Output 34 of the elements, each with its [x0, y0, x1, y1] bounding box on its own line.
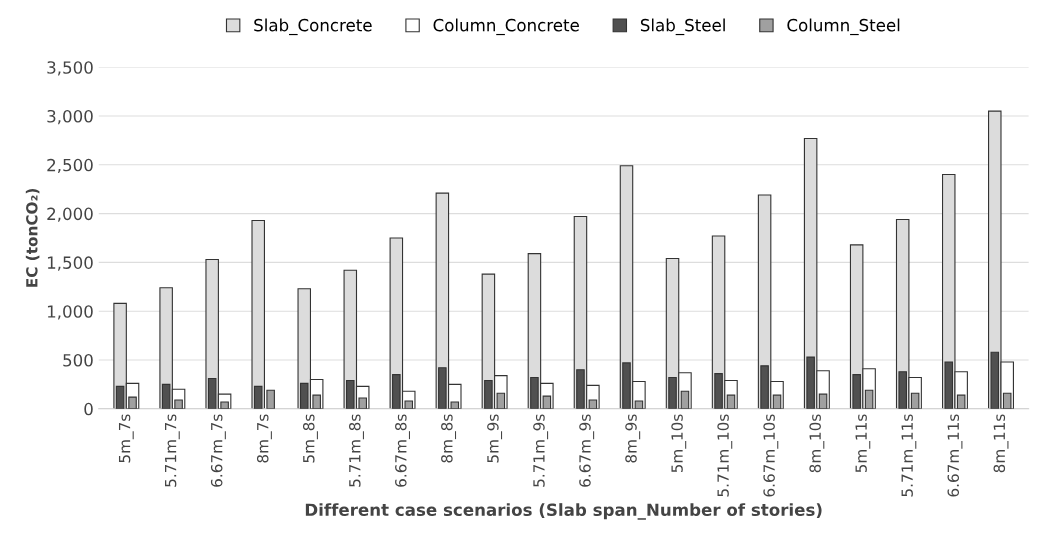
- x-tick-label: 5.71m_11s: [901, 414, 917, 497]
- y-axis-title: EC (tonCO₂): [25, 189, 40, 287]
- y-tick-label: 2,000: [47, 207, 93, 222]
- legend-label: Column_Steel: [787, 18, 900, 36]
- x-tick-label: 5m_11s: [855, 414, 871, 473]
- y-tick-label: 500: [63, 353, 93, 367]
- y-tick-label: 1,500: [47, 256, 93, 271]
- x-tick-label: 5.71m_7s: [165, 414, 180, 487]
- x-tick-label: 8m_8s: [441, 414, 457, 463]
- x-tick-label: 8m_9s: [625, 414, 641, 463]
- x-tick-label: 5m_9s: [487, 414, 503, 463]
- x-tick-label: 8m_7s: [256, 414, 272, 463]
- y-tick-label: 1,000: [47, 305, 93, 320]
- y-tick-label: 0: [84, 402, 93, 416]
- x-axis-title: Different case scenarios (Slab span_Number of stories): [305, 503, 822, 520]
- x-tick-label: 8m_10s: [809, 414, 825, 473]
- x-tick-label: 6.67m_9s: [579, 414, 595, 487]
- x-tick-label: 8m_11s: [993, 414, 1009, 473]
- x-tick-label: 5m_7s: [118, 414, 134, 463]
- x-tick-label: 5m_8s: [302, 414, 318, 463]
- y-tick-label: 2,500: [47, 158, 93, 174]
- legend-label: Slab_Steel: [640, 18, 725, 36]
- x-tick-label: 5.71m_8s: [349, 414, 364, 487]
- legend-label: Column_Concrete: [433, 18, 579, 36]
- x-tick-label: 6.67m_11s: [947, 414, 963, 497]
- x-tick-label: 6.67m_7s: [210, 414, 226, 487]
- x-tick-label: 5.71m_10s: [717, 414, 733, 497]
- legend-label: Slab_Concrete: [254, 18, 372, 36]
- x-tick-label: 6.67m_10s: [763, 414, 779, 497]
- x-tick-label: 6.67m_8s: [395, 414, 411, 487]
- x-tick-label: 5.71m_9s: [533, 414, 549, 487]
- y-tick-label: 3,500: [47, 61, 93, 76]
- y-tick-label: 3,000: [47, 109, 93, 125]
- x-tick-label: 5m_10s: [671, 414, 687, 473]
